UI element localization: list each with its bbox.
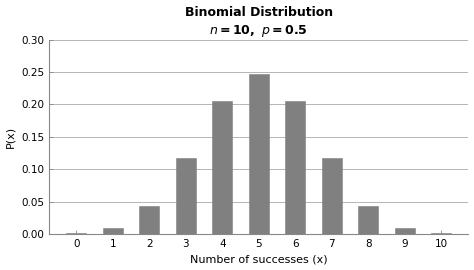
Bar xyxy=(103,228,123,234)
Bar xyxy=(66,233,86,234)
X-axis label: Number of successes (x): Number of successes (x) xyxy=(190,254,328,264)
Bar xyxy=(431,233,451,234)
Bar xyxy=(139,205,159,234)
Y-axis label: P(x): P(x) xyxy=(6,126,16,148)
Bar xyxy=(394,228,415,234)
Bar xyxy=(285,101,305,234)
Bar xyxy=(176,158,196,234)
Bar xyxy=(212,101,232,234)
Title: Binomial Distribution
$\mathbf{\mathit{n}}$$\mathbf{= 10,}$ $\mathbf{\mathit{p}}: Binomial Distribution $\mathbf{\mathit{n… xyxy=(185,6,333,39)
Bar xyxy=(322,158,342,234)
Bar xyxy=(249,75,269,234)
Bar xyxy=(358,205,378,234)
